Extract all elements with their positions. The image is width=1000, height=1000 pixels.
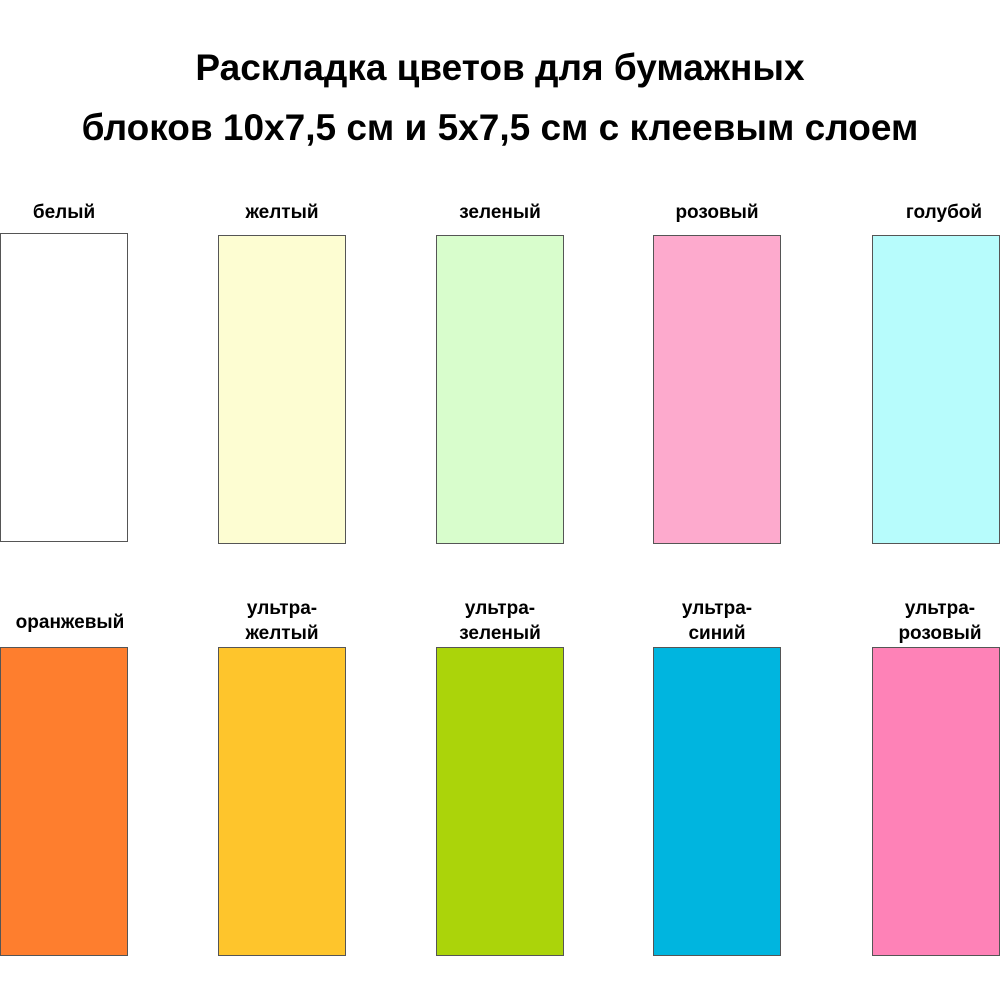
swatch-label-line-2: розовый	[898, 623, 982, 644]
color-swatch	[0, 647, 128, 956]
color-swatch	[872, 647, 1000, 956]
swatch-label: желтый	[245, 202, 319, 223]
swatch-label-line-1: ультра-	[681, 598, 753, 619]
color-swatch	[653, 235, 781, 544]
swatch-label-line-1: ультра-	[904, 598, 976, 619]
title-line-1: Раскладка цветов для бумажных	[195, 47, 805, 88]
swatch-label-line-2: синий	[688, 623, 746, 644]
swatch-label: белый	[32, 202, 96, 223]
swatch-label-line-1: ультра-	[464, 598, 536, 619]
color-swatch	[436, 647, 564, 956]
title-line-2: блоков 10х7,5 см и 5х7,5 см с клеевым сл…	[81, 107, 919, 148]
swatch-label-line-1: ультра-	[246, 598, 318, 619]
color-swatch	[653, 647, 781, 956]
swatch-label: оранжевый	[15, 612, 125, 633]
swatch-label-line-2: зеленый	[459, 623, 541, 644]
color-swatch	[0, 233, 128, 542]
swatch-label-line-2: желтый	[245, 623, 319, 644]
color-swatch	[436, 235, 564, 544]
color-swatch	[218, 647, 346, 956]
color-swatch	[218, 235, 346, 544]
swatch-label: розовый	[675, 202, 759, 223]
swatch-label: зеленый	[459, 202, 541, 223]
color-swatch	[872, 235, 1000, 544]
swatch-label: голубой	[905, 202, 983, 223]
